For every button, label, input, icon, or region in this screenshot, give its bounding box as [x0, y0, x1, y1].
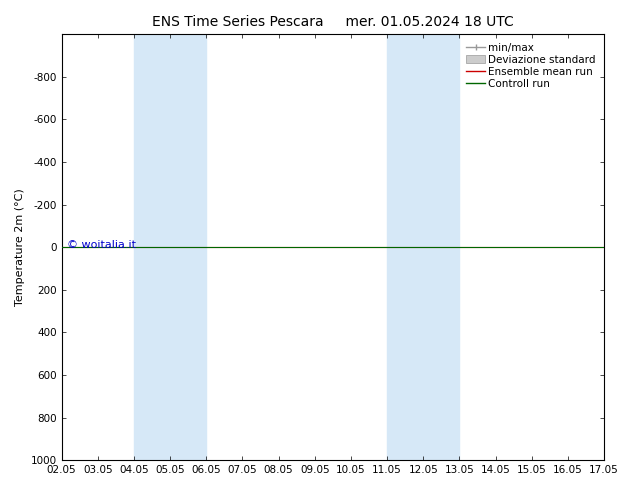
Bar [424, 34, 460, 460]
Bar [134, 34, 170, 460]
Bar [170, 34, 206, 460]
Y-axis label: Temperature 2m (°C): Temperature 2m (°C) [15, 188, 25, 306]
Legend: min/max, Deviazione standard, Ensemble mean run, Controll run: min/max, Deviazione standard, Ensemble m… [463, 40, 599, 92]
Bar [387, 34, 424, 460]
Text: © woitalia.it: © woitalia.it [67, 240, 136, 250]
Title: ENS Time Series Pescara     mer. 01.05.2024 18 UTC: ENS Time Series Pescara mer. 01.05.2024 … [152, 15, 514, 29]
